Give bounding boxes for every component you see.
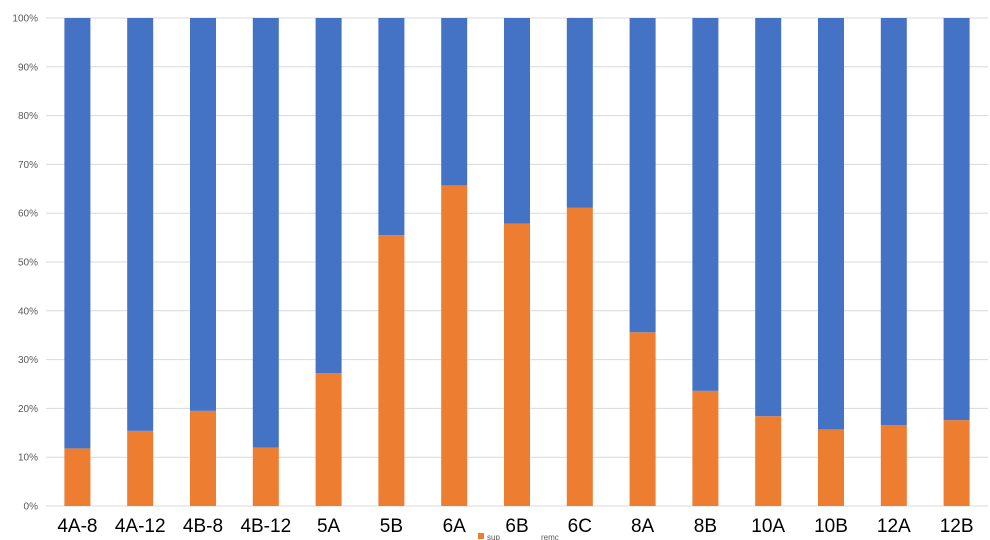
bar-sup-4B-8 [190, 410, 216, 506]
y-tick-label: 60% [18, 209, 38, 220]
x-tick-label: 10B [814, 516, 848, 537]
x-tick-label: 8A [631, 516, 655, 537]
y-tick-label: 100% [12, 14, 38, 25]
bar-sup-4A-8 [64, 448, 91, 506]
y-axis-ticks: 0% 10% 20% 30% 40% 50% 60% 70% 80% 90% 100% [12, 14, 38, 513]
bar-sup-12B [943, 420, 970, 506]
bar-remc-4B-8 [190, 18, 216, 411]
x-axis-ticks: 4A-8 4A-12 4B-8 4B-12 5A 5B 6A 6B 6C 8A 8B 10A 10B 12… [57, 516, 973, 537]
x-tick-label: 12B [940, 516, 974, 537]
x-tick-label: 8B [694, 516, 717, 537]
y-tick-label: 90% [18, 62, 38, 73]
x-tick-label: 5A [317, 516, 341, 537]
bar-remc-8A [629, 18, 656, 333]
bar-remc-10A [755, 18, 782, 417]
y-tick-label: 40% [18, 306, 38, 317]
bar-sup-8A [629, 332, 656, 506]
x-tick-label: 4A-12 [115, 516, 166, 537]
bar-remc-10B [818, 18, 844, 430]
bar-sup-6A [441, 185, 468, 506]
bar-sup-6B [504, 223, 530, 506]
bars [64, 18, 970, 506]
bar-sup-12A [880, 424, 907, 506]
bar-sup-5A [315, 373, 342, 506]
bar-remc-6A [441, 18, 468, 186]
y-tick-label: 50% [18, 258, 38, 269]
bar-remc-12B [943, 18, 970, 421]
bar-sup-10B [818, 429, 844, 506]
bar-sup-10A [755, 416, 782, 506]
y-tick-label: 10% [18, 453, 38, 464]
bar-sup-8B [692, 390, 719, 506]
bar-sup-4B-12 [252, 447, 279, 506]
legend-swatch-sup [478, 533, 484, 539]
bar-remc-4B-12 [252, 18, 279, 448]
bar-sup-5B [378, 235, 405, 506]
legend-label-sup: sup [487, 533, 500, 540]
x-tick-label: 5B [380, 516, 403, 537]
x-tick-label: 6A [443, 516, 467, 537]
bar-remc-4A-12 [127, 18, 154, 431]
x-tick-label: 6B [505, 516, 528, 537]
bar-sup-4A-12 [127, 430, 154, 506]
x-tick-label: 4B-12 [240, 516, 291, 537]
bar-remc-12A [880, 18, 907, 425]
x-tick-label: 12A [877, 516, 911, 537]
bar-remc-8B [692, 18, 719, 391]
bar-remc-5B [378, 18, 405, 236]
x-tick-label: 4B-8 [183, 516, 223, 537]
y-tick-label: 0% [24, 502, 39, 513]
bar-remc-4A-8 [64, 18, 91, 449]
y-tick-label: 70% [18, 160, 38, 171]
bar-remc-6C [566, 18, 593, 208]
y-tick-label: 80% [18, 111, 38, 122]
x-tick-label: 4A-8 [57, 516, 97, 537]
bar-remc-5A [315, 18, 342, 374]
x-tick-label: 6C [568, 516, 592, 537]
legend: sup remc [478, 533, 559, 540]
y-tick-label: 20% [18, 404, 38, 415]
x-tick-label: 10A [751, 516, 785, 537]
y-tick-label: 30% [18, 355, 38, 366]
bar-remc-6B [504, 18, 530, 224]
bar-sup-6C [566, 207, 593, 506]
legend-label-remc: remc [541, 533, 559, 540]
